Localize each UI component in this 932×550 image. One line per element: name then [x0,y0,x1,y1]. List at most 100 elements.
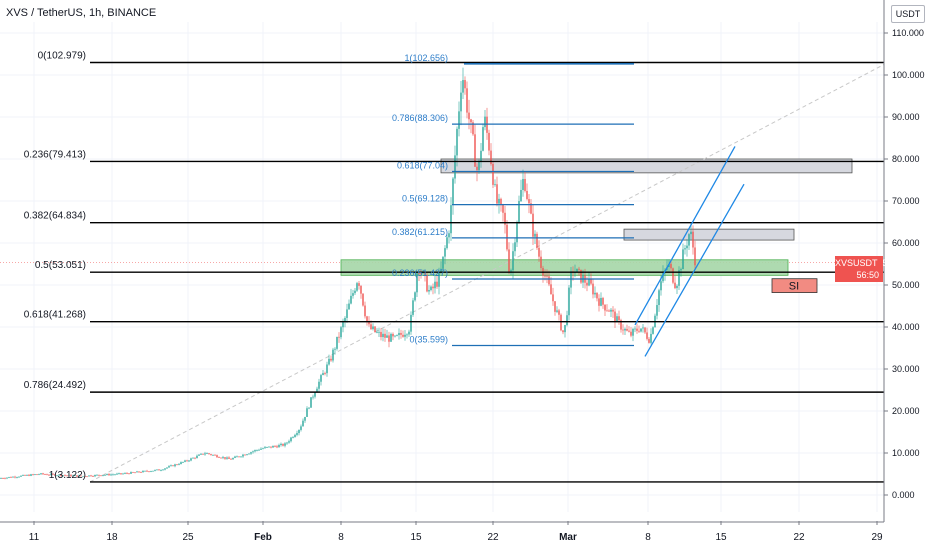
candle-body [8,476,10,478]
candle-body [388,335,390,342]
candle-body [402,334,404,337]
candle-body [118,473,120,475]
candle-body [500,198,502,205]
candle-body [244,454,246,456]
candle-body [38,474,40,476]
candle-body [558,310,560,315]
price-tag-symbol-price: XVSUSDT 55.328 [835,258,911,268]
candle-body [636,328,638,331]
sl-box [771,278,818,293]
candle-body [350,295,352,304]
fib-major-label: 0.786(24.492) [24,380,86,391]
candle-body [442,256,444,269]
candle-body [298,429,300,434]
candle-body [614,311,616,323]
candle-body [164,468,166,470]
candle-body [446,237,448,249]
x-tick-label: 8 [645,532,651,543]
x-tick-label: Mar [559,532,577,543]
candle-body [424,271,426,276]
candle-body [578,268,580,270]
candle-body [50,473,52,475]
candle-body [204,453,206,455]
candle-body [166,467,168,469]
candle-body [562,330,564,333]
candle-body [100,475,102,477]
candle-body [670,263,672,269]
candle-body [154,469,156,471]
candle-body [564,325,566,333]
candle-body [258,449,260,451]
candle-body [444,248,446,257]
candle-body [420,273,422,275]
candle-body [98,474,100,476]
candle-body [120,473,122,475]
candle-body [78,475,80,477]
candle-body [112,474,114,476]
candle-body [452,178,454,206]
candle-body [58,474,60,476]
candle-body [468,112,470,120]
candle-body [234,456,236,458]
candle-body [684,248,686,250]
candle-body [128,473,130,475]
candle-body [380,331,382,338]
candle-body [248,453,250,455]
candle-body [288,441,290,443]
candle-body [302,420,304,427]
candle-body [356,283,358,291]
candle-body [674,282,676,289]
candle-body [220,457,222,459]
candle-body [344,317,346,323]
channel-lower-line [644,183,745,357]
candle-body [182,461,184,463]
candle-body [290,437,292,442]
candle-body [366,316,368,322]
candle-body [176,464,178,466]
channel-upper-line [634,146,736,326]
candle-body [322,373,324,376]
candle-body [174,464,176,467]
candle-body [136,471,138,473]
candle-body [354,290,356,294]
candle-body [506,224,508,250]
candle-body [464,80,466,89]
y-tick-label: 100.000 [892,70,925,80]
candle-body [66,475,68,477]
candle-body [62,475,64,477]
candle-body [16,477,18,478]
fib-minor-label: 0.5(69.128) [402,194,448,204]
candle-body [226,457,228,459]
candle-body [606,310,608,312]
candle-body [240,456,242,458]
candle-body [342,322,344,328]
candle-body [158,469,160,471]
candle-body [660,281,662,291]
currency-button[interactable]: USDT [891,5,925,23]
candle-body [526,190,528,200]
candle-body [278,445,280,448]
candle-body [604,304,606,311]
fib-major-label: 0(102.979) [38,50,86,61]
candle-body [634,328,636,330]
candle-body [394,335,396,337]
y-tick-label: 20.000 [892,406,920,416]
candle-body [414,292,416,301]
candle-body [332,349,334,361]
x-tick-label: Feb [254,532,272,543]
candle-body [484,116,486,128]
candle-body [508,249,510,273]
candle-body [124,473,126,474]
candle-body [46,474,48,476]
candle-body [168,466,170,468]
candle-body [180,462,182,465]
candle-body [4,478,6,480]
candle-body [438,272,440,287]
candle-body [532,213,534,237]
candle-body [384,333,386,338]
candle-body [162,469,164,471]
candle-body [692,231,694,248]
candle-body [94,474,96,477]
candle-body [74,475,76,477]
